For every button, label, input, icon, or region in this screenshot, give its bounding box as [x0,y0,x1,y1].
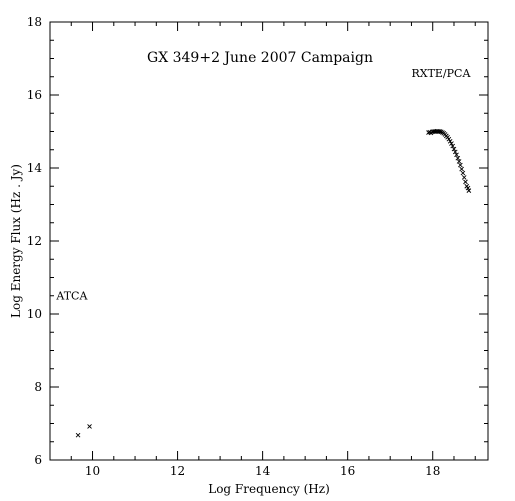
data-point [449,141,454,146]
data-point [446,136,452,142]
data-point [447,139,453,144]
tick-labels: 10 12 14 16 18 6 8 10 12 14 16 18 [27,15,441,478]
chart-title: GX 349+2 June 2007 Campaign [147,50,373,66]
data-point [463,179,468,185]
data-point [454,152,459,158]
axis-ticks [49,21,488,461]
data-markers [75,128,472,438]
data-point [460,170,466,176]
x-axis-label: Log Frequency (Hz) [208,482,330,496]
y-tick-label: 18 [27,15,42,29]
data-point [459,166,464,172]
x-tick-label: 12 [170,464,185,478]
y-tick-label: 8 [34,380,42,394]
data-point [451,146,457,152]
plot-frame [49,21,489,461]
data-point [452,149,458,155]
x-tick-label: 16 [340,464,355,478]
data-point [466,188,472,193]
data-point [465,185,471,191]
x-tick-label: 10 [85,464,100,478]
y-axis-label: Log Energy Flux (Hz . Jy) [9,164,23,318]
data-point [75,432,81,438]
y-tick-label: 10 [27,307,42,321]
data-point [456,159,462,164]
annotation-rxte-pca: RXTE/PCA [411,67,471,80]
data-point [461,175,467,180]
y-tick-label: 14 [27,161,43,175]
data-point [450,143,456,149]
data-point [458,162,463,168]
y-tick-label: 6 [34,453,42,467]
data-point [455,155,461,161]
x-tick-label: 14 [255,464,271,478]
x-tick-label: 18 [425,464,440,478]
y-tick-label: 12 [27,234,42,248]
data-point [437,129,443,134]
y-tick-label: 16 [27,88,42,102]
data-point [87,424,92,429]
annotation-atca: ATCA [55,289,88,302]
